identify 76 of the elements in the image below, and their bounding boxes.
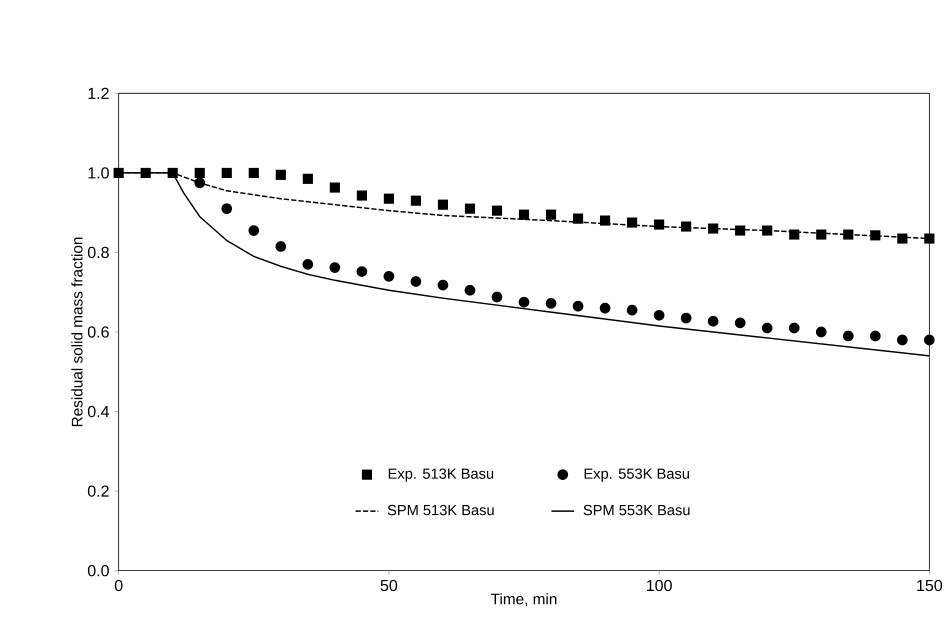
point — [410, 276, 422, 287]
point — [356, 190, 367, 201]
point — [140, 168, 151, 178]
point — [518, 296, 530, 308]
point — [572, 214, 584, 224]
point — [762, 226, 772, 236]
y-tick-label: 1.2 — [88, 88, 109, 100]
point — [276, 170, 286, 180]
point — [816, 326, 827, 338]
point — [438, 200, 448, 210]
point — [438, 280, 448, 291]
point — [330, 182, 340, 193]
x-tick-label: 50 — [380, 580, 398, 592]
point — [546, 210, 556, 220]
point — [735, 226, 746, 236]
point — [654, 220, 664, 230]
point — [302, 259, 314, 270]
point — [464, 285, 476, 296]
point — [194, 178, 206, 188]
point — [600, 302, 610, 314]
point — [788, 322, 800, 334]
point — [222, 168, 232, 178]
point — [275, 241, 286, 252]
point — [410, 196, 421, 206]
point — [600, 216, 610, 226]
x-axis-title: Time, min — [490, 593, 556, 606]
point — [384, 271, 394, 282]
point — [518, 210, 530, 220]
point — [194, 168, 205, 178]
y-tick-label: 0.0 — [88, 565, 109, 576]
point — [302, 174, 313, 184]
y-tick-label: 0.8 — [88, 246, 109, 258]
y-tick-label: 0.2 — [88, 486, 109, 497]
point — [627, 218, 638, 228]
point — [626, 304, 638, 316]
point — [330, 262, 340, 274]
point — [356, 266, 368, 278]
point — [708, 316, 718, 327]
point — [114, 168, 124, 178]
y-tick-label: 0.6 — [88, 326, 109, 338]
point — [681, 222, 692, 232]
point — [762, 322, 773, 334]
point — [924, 234, 934, 244]
point — [680, 312, 692, 324]
point — [248, 225, 260, 236]
y-tick-label: 0.4 — [88, 406, 110, 418]
point — [816, 230, 826, 240]
point — [221, 204, 232, 214]
point — [870, 330, 881, 342]
point — [924, 334, 935, 346]
point — [492, 292, 502, 302]
point — [492, 206, 502, 216]
point — [572, 300, 584, 312]
point — [789, 230, 800, 240]
point — [168, 168, 178, 178]
point — [384, 194, 394, 204]
point — [654, 310, 664, 321]
point — [870, 230, 880, 241]
x-tick-label: 150 — [917, 580, 942, 592]
legend-label: SPM 553K Basu — [584, 505, 690, 516]
point — [464, 204, 476, 214]
point — [708, 224, 718, 234]
point — [843, 230, 854, 240]
y-tick-label: 1.0 — [88, 167, 109, 179]
point — [897, 234, 908, 244]
x-tick-label: 100 — [646, 580, 672, 592]
point — [842, 330, 854, 342]
point — [248, 168, 259, 178]
x-tick-label: 0 — [114, 580, 123, 592]
legend-label: Exp. 553K Basu — [584, 468, 689, 482]
legend-label: Exp. 513K Basu — [388, 468, 494, 482]
point — [734, 318, 746, 328]
point — [896, 334, 908, 346]
legend-label: SPM 513K Basu — [388, 505, 494, 516]
point — [546, 298, 556, 309]
y-axis-title: Residual solid mass fraction — [71, 238, 83, 426]
